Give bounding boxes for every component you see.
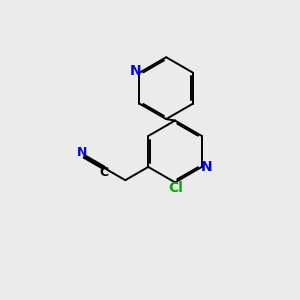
Text: N: N	[77, 146, 87, 159]
Text: Cl: Cl	[169, 181, 183, 195]
Text: N: N	[130, 64, 141, 78]
Text: C: C	[100, 166, 109, 178]
Text: N: N	[201, 160, 213, 174]
